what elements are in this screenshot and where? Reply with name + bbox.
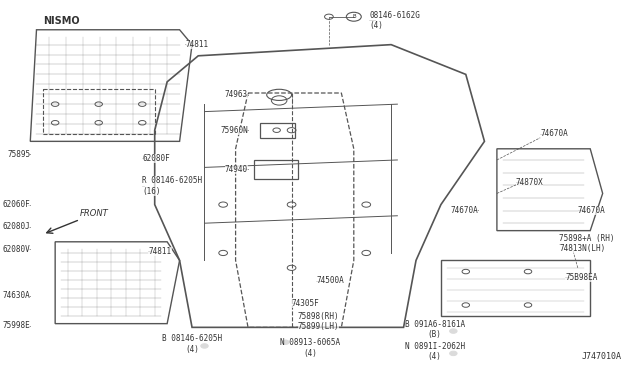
Text: 74305F: 74305F — [292, 299, 319, 308]
Text: 62080V: 62080V — [3, 245, 30, 254]
Text: B 091A6-8161A
(B): B 091A6-8161A (B) — [404, 320, 465, 339]
Text: 74870X: 74870X — [516, 178, 543, 187]
Text: 74963: 74963 — [225, 90, 248, 99]
Text: 74670A: 74670A — [578, 206, 605, 215]
Text: 74940: 74940 — [225, 165, 248, 174]
Text: J747010A: J747010A — [581, 352, 621, 361]
Text: 62080F: 62080F — [142, 154, 170, 163]
Text: NISMO: NISMO — [43, 16, 79, 26]
Text: 75895: 75895 — [7, 150, 30, 159]
Text: 74500A: 74500A — [316, 276, 344, 285]
Text: 62080J: 62080J — [3, 222, 30, 231]
Text: 75898(RH)
75899(LH): 75898(RH) 75899(LH) — [298, 312, 339, 331]
Text: 75998E: 75998E — [3, 321, 30, 330]
Circle shape — [282, 340, 289, 344]
Text: B 08146-6205H
(4): B 08146-6205H (4) — [162, 334, 222, 354]
Text: R 08146-6205H
(16): R 08146-6205H (16) — [142, 176, 202, 196]
Text: 75B98EA: 75B98EA — [565, 273, 598, 282]
Text: 74811: 74811 — [148, 247, 172, 256]
Text: 08146-6162G
(4): 08146-6162G (4) — [369, 11, 420, 30]
Circle shape — [450, 351, 457, 356]
Circle shape — [201, 344, 208, 348]
Text: 74811: 74811 — [186, 40, 209, 49]
Text: 74670A: 74670A — [451, 206, 478, 215]
Text: FRONT: FRONT — [80, 209, 109, 218]
Text: 62060F: 62060F — [3, 200, 30, 209]
Text: 74630A: 74630A — [3, 291, 30, 300]
Text: 74670A: 74670A — [540, 129, 568, 138]
Text: 75960N: 75960N — [220, 126, 248, 135]
Circle shape — [450, 329, 457, 333]
Text: B: B — [353, 14, 356, 19]
Text: 75898+A (RH)
74813N(LH): 75898+A (RH) 74813N(LH) — [559, 234, 614, 253]
Text: N 08913-6065A
(4): N 08913-6065A (4) — [280, 338, 340, 357]
Bar — [254, 160, 298, 179]
Text: N 0891I-2062H
(4): N 0891I-2062H (4) — [404, 342, 465, 361]
Bar — [260, 123, 294, 138]
